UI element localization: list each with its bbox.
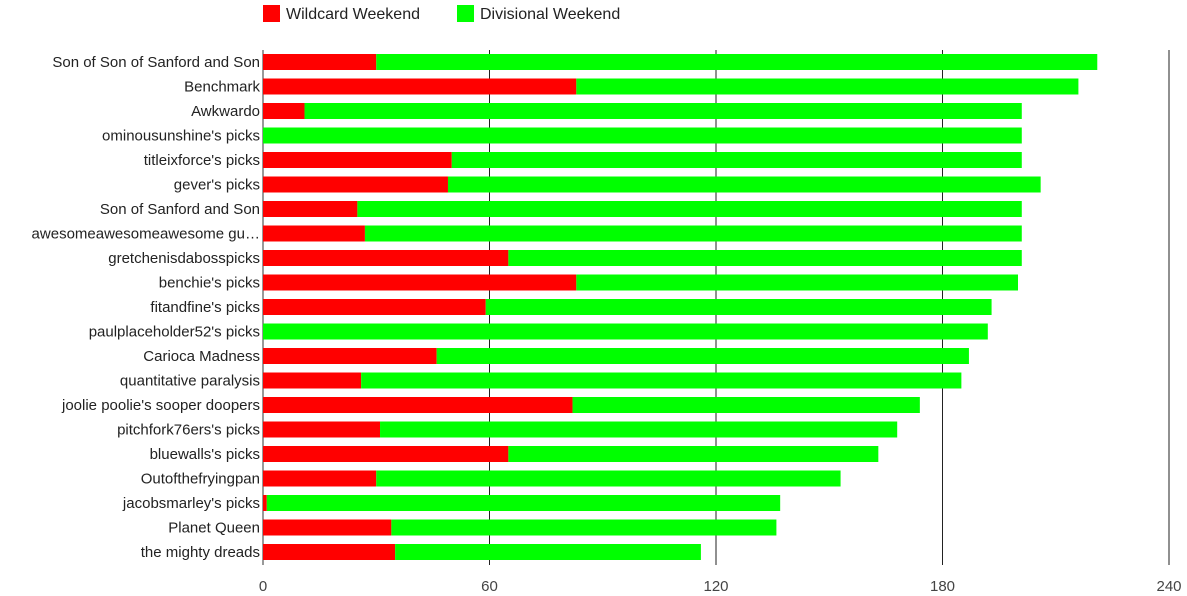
category-label-gever-s-picks: gever's picks [174,177,260,194]
bar-divisional-weekend-gever-s-picks [447,176,1041,193]
bars [263,54,1098,560]
bar-wildcard-weekend-carioca-madness [263,348,437,364]
category-label-outofthefryingpan: Outofthefryingpan [141,471,260,488]
category-label-carioca-madness: Carioca Madness [143,348,260,365]
category-label-awesomeawesomeawesome-gu: awesomeawesomeawesome gu… [32,226,260,243]
bar-divisional-weekend-outofthefryingpan [376,470,841,487]
bar-wildcard-weekend-titleixforce-s-picks [263,152,452,168]
bar-divisional-weekend-paulplaceholder52-s-picks [263,323,988,340]
bar-divisional-weekend-planet-queen [391,519,777,536]
bar-wildcard-weekend-planet-queen [263,519,392,536]
bar-divisional-weekend-jacobsmarley-s-picks [266,495,781,511]
bar-wildcard-weekend-gretchenisdabosspicks [263,250,509,266]
bar-divisional-weekend-the-mighty-dreads [395,544,701,560]
bar-divisional-weekend-benchie-s-picks [576,274,1018,291]
category-label-awkwardo: Awkwardo [191,103,260,120]
category-label-planet-queen: Planet Queen [168,520,260,537]
category-label-bluewalls-s-picks: bluewalls's picks [150,446,260,463]
bar-wildcard-weekend-benchmark [263,78,577,95]
bar-divisional-weekend-son-of-sanford-and-son [357,201,1022,217]
bar-divisional-weekend-gretchenisdabosspicks [508,250,1022,266]
legend-swatch-divisional [457,5,474,22]
bar-divisional-weekend-awkwardo [304,103,1022,119]
bar-wildcard-weekend-son-of-son-of-sanford-and-son [263,54,377,70]
bar-wildcard-weekend-fitandfine-s-picks [263,299,486,315]
x-tick-label-180: 180 [930,578,955,595]
category-label-son-of-son-of-sanford-and-son: Son of Son of Sanford and Son [52,54,260,71]
bar-wildcard-weekend-outofthefryingpan [263,470,377,487]
category-label-titleixforce-s-picks: titleixforce's picks [144,152,260,169]
category-label-quantitative-paralysis: quantitative paralysis [120,373,260,390]
bar-divisional-weekend-awesomeawesomeawesome-gu [364,225,1022,242]
category-labels: Son of Son of Sanford and Son Benchmark Aw… [32,54,261,561]
x-axis-tick-labels: 0 60 120 180 240 [259,578,1182,595]
bar-wildcard-weekend-bluewalls-s-picks [263,446,509,462]
category-label-son-of-sanford-and-son: Son of Sanford and Son [100,201,260,218]
category-label-ominousunshine-s-picks: ominousunshine's picks [102,128,260,145]
bar-wildcard-weekend-quantitative-paralysis [263,372,362,389]
bar-divisional-weekend-quantitative-paralysis [361,372,962,389]
category-label-gretchenisdabosspicks: gretchenisdabosspicks [108,250,260,267]
legend-swatch-wildcard [263,5,280,22]
category-label-benchmark: Benchmark [184,79,260,96]
x-tick-label-60: 60 [481,578,498,595]
bar-divisional-weekend-fitandfine-s-picks [485,299,992,315]
category-label-jacobsmarley-s-picks: jacobsmarley's picks [122,495,260,512]
legend: Wildcard Weekend Divisional Weekend [263,5,620,23]
bar-divisional-weekend-joolie-poolie-s-sooper-doopers [572,397,920,413]
bar-wildcard-weekend-the-mighty-dreads [263,544,396,560]
bar-wildcard-weekend-gever-s-picks [263,176,448,193]
category-label-pitchfork76ers-s-picks: pitchfork76ers's picks [117,422,260,439]
bar-wildcard-weekend-joolie-poolie-s-sooper-doopers [263,397,573,413]
category-label-the-mighty-dreads: the mighty dreads [141,544,260,561]
category-label-joolie-poolie-s-sooper-doopers: joolie poolie's sooper doopers [61,397,260,414]
bar-wildcard-weekend-son-of-sanford-and-son [263,201,358,217]
bar-divisional-weekend-titleixforce-s-picks [451,152,1022,168]
x-tick-label-0: 0 [259,578,267,595]
legend-label-wildcard: Wildcard Weekend [286,6,420,23]
x-tick-label-120: 120 [703,578,728,595]
bar-wildcard-weekend-pitchfork76ers-s-picks [263,421,381,438]
category-label-benchie-s-picks: benchie's picks [159,275,260,292]
bar-divisional-weekend-ominousunshine-s-picks [263,127,1022,144]
bar-wildcard-weekend-benchie-s-picks [263,274,577,291]
category-label-fitandfine-s-picks: fitandfine's picks [150,299,260,316]
bar-wildcard-weekend-awkwardo [263,103,305,119]
bar-divisional-weekend-bluewalls-s-picks [508,446,879,462]
bar-divisional-weekend-pitchfork76ers-s-picks [380,421,898,438]
bar-divisional-weekend-carioca-madness [436,348,969,364]
bar-divisional-weekend-son-of-son-of-sanford-and-son [376,54,1098,70]
legend-label-divisional: Divisional Weekend [480,6,620,23]
bar-wildcard-weekend-awesomeawesomeawesome-gu [263,225,365,242]
category-label-paulplaceholder52-s-picks: paulplaceholder52's picks [89,324,260,341]
bar-wildcard-weekend-jacobsmarley-s-picks [263,495,267,511]
x-tick-label-240: 240 [1156,578,1181,595]
bar-divisional-weekend-benchmark [576,78,1079,95]
